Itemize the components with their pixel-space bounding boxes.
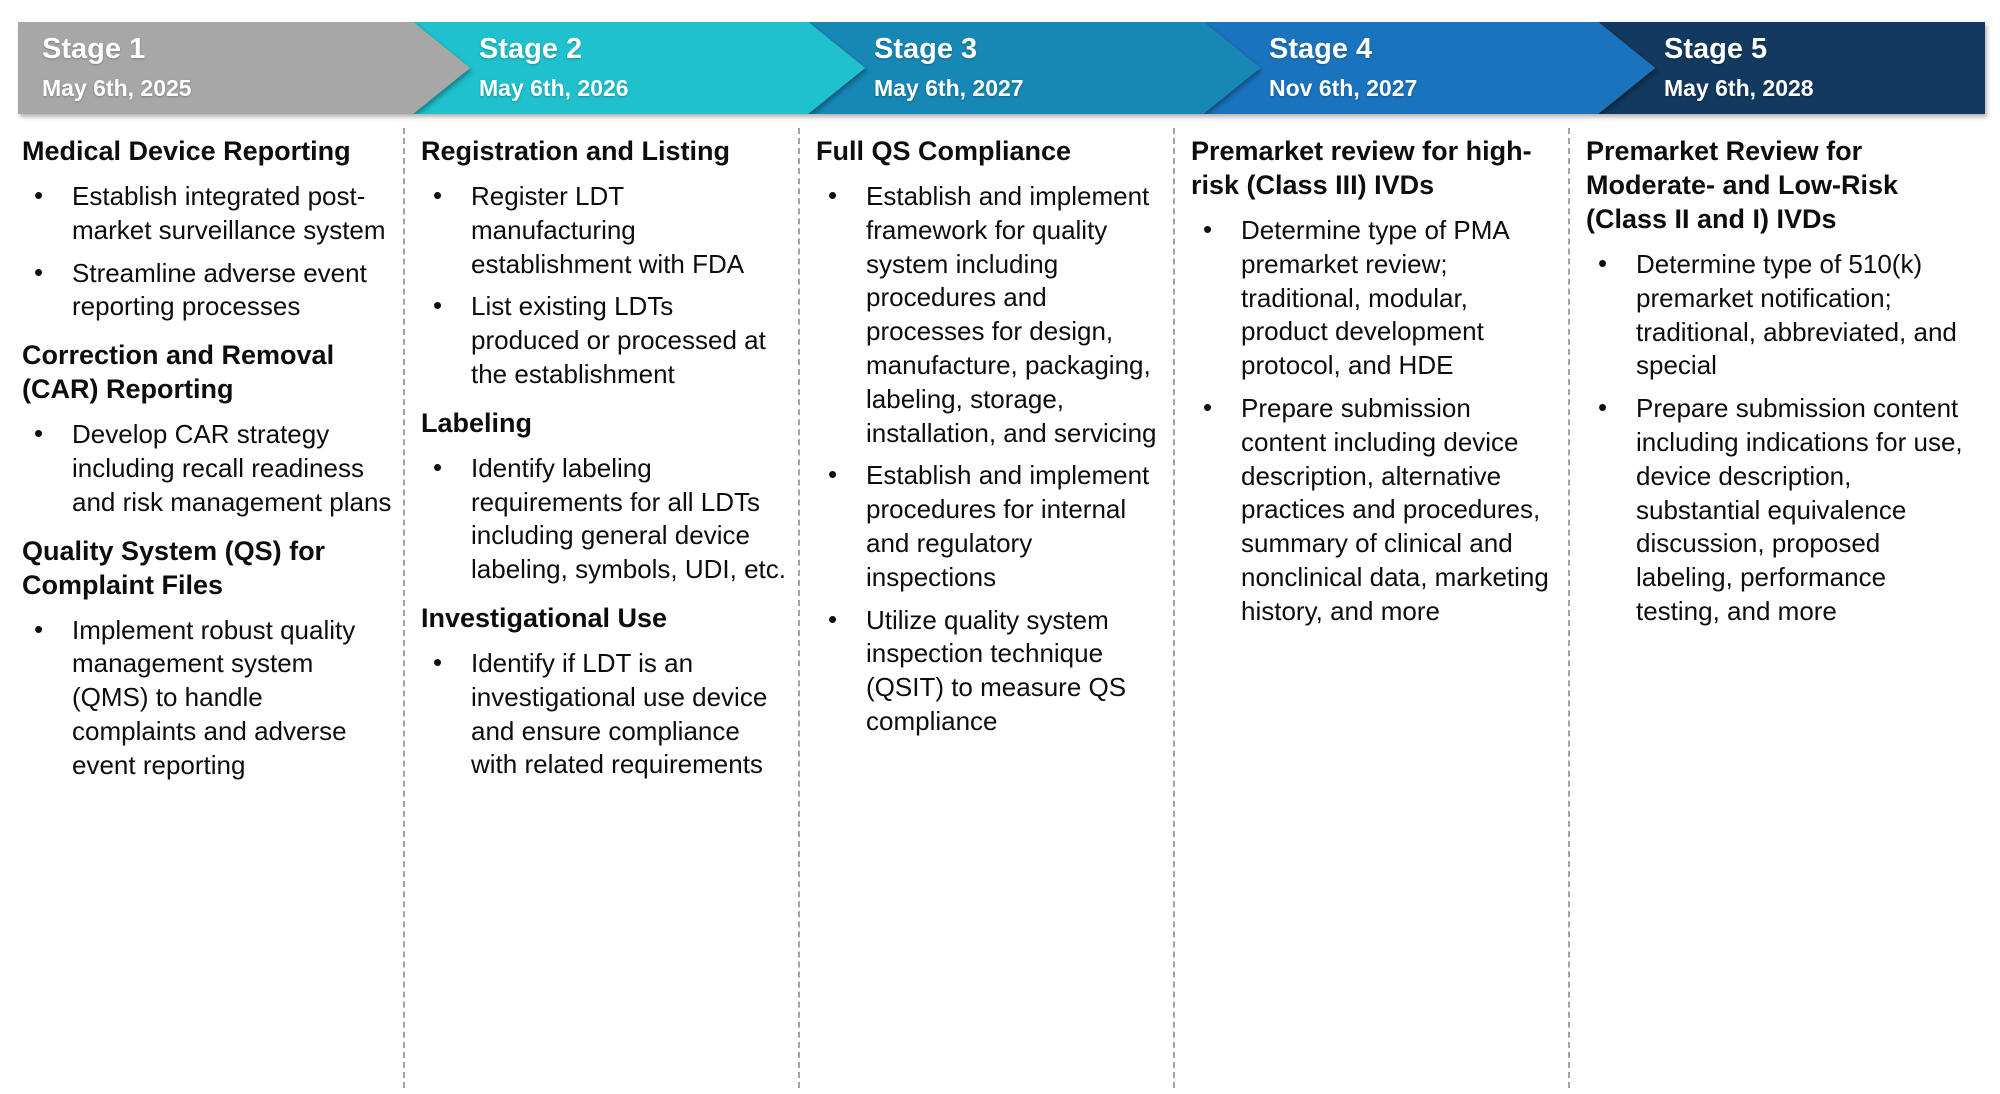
- stage-5-column: Premarket Review for Moderate- and Low-R…: [1570, 128, 1985, 1088]
- stage-5-date: May 6th, 2028: [1664, 75, 1814, 102]
- bullet-item: Prepare submission content including dev…: [1191, 391, 1558, 629]
- stage-4-chevron-shape: Stage 4 Nov 6th, 2027: [1203, 22, 1655, 114]
- section-medical-device-reporting: Medical Device Reporting Establish integ…: [22, 134, 393, 324]
- bullet-item: Streamline adverse event reporting proce…: [22, 256, 393, 325]
- section-heading: Premarket review for high-risk (Class II…: [1191, 136, 1532, 201]
- bullet-item: Implement robust quality management syst…: [22, 613, 393, 783]
- stage-5-label: Stage 5: [1664, 33, 1768, 65]
- bullet-item: Identify if LDT is an investigational us…: [421, 646, 788, 782]
- stage-2-column: Registration and Listing Register LDT ma…: [405, 128, 800, 1088]
- stage-5-chevron: Stage 5 May 6th, 2028: [1598, 22, 1985, 114]
- stage-2-label: Stage 2: [479, 33, 583, 65]
- section-car-reporting: Correction and Removal (CAR) Reporting D…: [22, 338, 393, 519]
- section-heading: Labeling: [421, 407, 533, 438]
- stage-detail-columns: Medical Device Reporting Establish integ…: [18, 128, 1985, 1088]
- section-heading: Premarket Review for Moderate- and Low-R…: [1586, 136, 1899, 235]
- bullet-list: Establish integrated post-market surveil…: [22, 179, 393, 325]
- bullet-item: Prepare submission content including ind…: [1586, 391, 1975, 629]
- bullet-item: Identify labeling requirements for all L…: [421, 451, 788, 587]
- section-investigational-use: Investigational Use Identify if LDT is a…: [421, 601, 788, 782]
- stage-3-chevron-shape: Stage 3 May 6th, 2027: [808, 22, 1260, 114]
- stage-1-chevron-shape: Stage 1 May 6th, 2025: [18, 22, 470, 114]
- section-qs-complaint-files: Quality System (QS) for Complaint Files …: [22, 534, 393, 783]
- stage-5-chevron-shape: Stage 5 May 6th, 2028: [1598, 22, 1985, 114]
- section-premarket-review-class-iii: Premarket review for high-risk (Class II…: [1191, 134, 1558, 629]
- stage-4-chevron: Stage 4 Nov 6th, 2027: [1203, 22, 1655, 114]
- stage-2-date: May 6th, 2026: [479, 75, 629, 102]
- stage-3-date: May 6th, 2027: [874, 75, 1024, 102]
- section-heading: Quality System (QS) for Complaint Files: [22, 535, 326, 600]
- stage-2-chevron-shape: Stage 2 May 6th, 2026: [413, 22, 865, 114]
- bullet-list: Register LDT manufacturing establishment…: [421, 179, 788, 392]
- bullet-item: Determine type of 510(k) premarket notif…: [1586, 247, 1975, 383]
- bullet-item: Establish and implement framework for qu…: [816, 179, 1163, 450]
- bullet-item: Develop CAR strategy including recall re…: [22, 417, 393, 519]
- bullet-list: Identify labeling requirements for all L…: [421, 451, 788, 587]
- section-registration-listing: Registration and Listing Register LDT ma…: [421, 134, 788, 392]
- section-heading: Medical Device Reporting: [22, 136, 351, 166]
- bullet-item: Establish integrated post-market surveil…: [22, 179, 393, 248]
- bullet-list: Identify if LDT is an investigational us…: [421, 646, 788, 782]
- stage-header-row: Stage 1 May 6th, 2025 Stage 2 May 6th, 2…: [0, 22, 2000, 114]
- bullet-list: Determine type of PMA premarket review; …: [1191, 213, 1558, 629]
- stage-1-chevron: Stage 1 May 6th, 2025: [18, 22, 470, 114]
- stage-2-chevron: Stage 2 May 6th, 2026: [413, 22, 865, 114]
- section-heading: Investigational Use: [421, 603, 668, 633]
- stage-3-label: Stage 3: [874, 33, 978, 65]
- stage-3-column: Full QS Compliance Establish and impleme…: [800, 128, 1175, 1088]
- bullet-item: Utilize quality system inspection techni…: [816, 603, 1163, 739]
- bullet-list: Develop CAR strategy including recall re…: [22, 417, 393, 519]
- stage-4-date: Nov 6th, 2027: [1269, 75, 1418, 102]
- section-labeling: Labeling Identify labeling requirements …: [421, 406, 788, 587]
- stage-4-column: Premarket review for high-risk (Class II…: [1175, 128, 1570, 1088]
- stage-4-label: Stage 4: [1269, 33, 1373, 65]
- stage-1-label: Stage 1: [42, 33, 146, 65]
- bullet-item: List existing LDTs produced or processed…: [421, 289, 788, 391]
- section-full-qs-compliance: Full QS Compliance Establish and impleme…: [816, 134, 1163, 739]
- section-heading: Correction and Removal (CAR) Reporting: [22, 340, 335, 405]
- bullet-list: Determine type of 510(k) premarket notif…: [1586, 247, 1975, 629]
- bullet-item: Determine type of PMA premarket review; …: [1191, 213, 1558, 383]
- bullet-item: Register LDT manufacturing establishment…: [421, 179, 788, 281]
- section-heading: Full QS Compliance: [816, 136, 1072, 166]
- bullet-item: Establish and implement procedures for i…: [816, 458, 1163, 594]
- bullet-list: Implement robust quality management syst…: [22, 613, 393, 783]
- bullet-list: Establish and implement framework for qu…: [816, 179, 1163, 739]
- section-heading: Registration and Listing: [421, 136, 731, 166]
- stage-1-date: May 6th, 2025: [42, 75, 192, 102]
- section-premarket-review-class-ii-i: Premarket Review for Moderate- and Low-R…: [1586, 134, 1975, 629]
- stage-1-column: Medical Device Reporting Establish integ…: [18, 128, 405, 1088]
- stage-3-chevron: Stage 3 May 6th, 2027: [808, 22, 1260, 114]
